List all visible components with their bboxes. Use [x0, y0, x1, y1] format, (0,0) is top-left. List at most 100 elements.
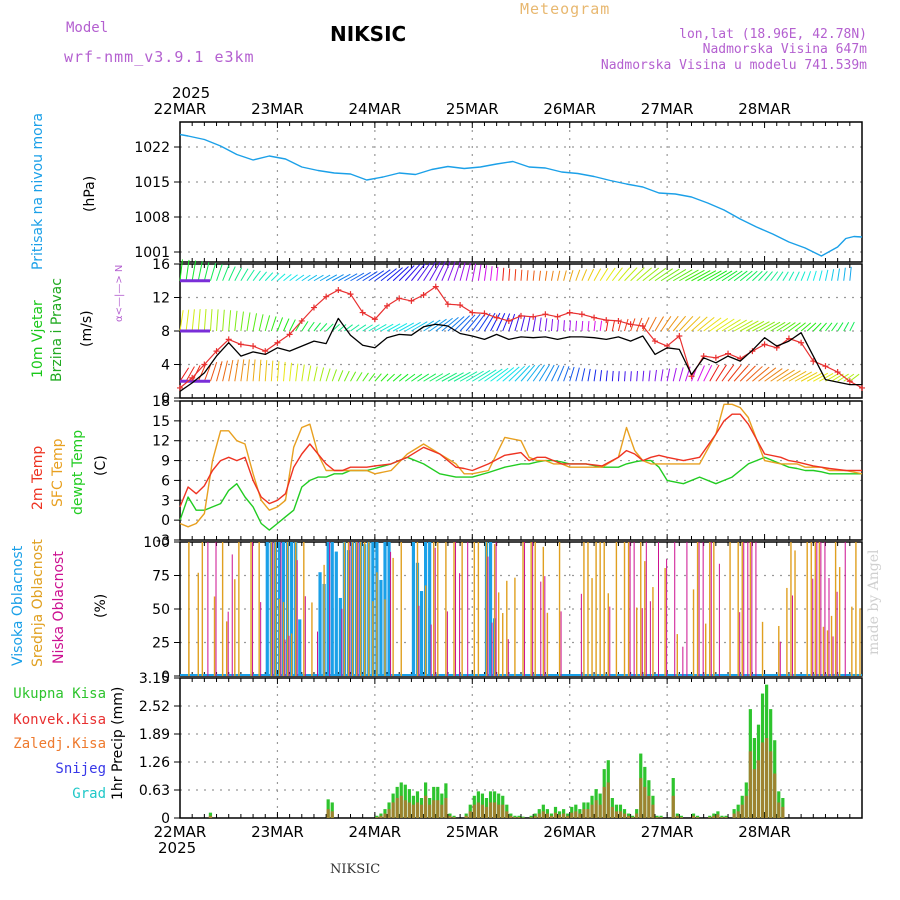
wind-barb [685, 269, 705, 282]
wind-barb [581, 320, 584, 332]
wind-panel: 0 4 8 12 16 [152, 257, 865, 407]
precip-bar-conv [476, 802, 480, 818]
wind-barb [447, 316, 465, 332]
wind-barb [538, 364, 550, 382]
wind-barb [478, 369, 497, 382]
cloud-bar-mid [522, 542, 524, 676]
gust-marker [493, 314, 500, 321]
sfc-temp-line [179, 403, 863, 528]
precip-bar-total [521, 816, 525, 818]
gust-marker [481, 310, 488, 317]
wind-barb [471, 263, 477, 281]
wind-barb [185, 366, 195, 382]
cloud-bar-mid [786, 587, 788, 676]
y-tick-label: -3 [156, 533, 170, 549]
precip-bar-conv [387, 809, 391, 818]
cloud-bar-mid [225, 621, 228, 676]
precip-bar-conv [631, 817, 635, 818]
x-day-label-top: 22MAR [154, 100, 207, 118]
cloud-bar-mid [664, 568, 666, 676]
precip-bar-conv [428, 804, 432, 818]
wind-barb [350, 371, 357, 382]
cloud-bar-mid [372, 601, 374, 676]
precip-bar-total [659, 815, 663, 818]
wind-barb [837, 268, 840, 281]
cloud-bar-mid [834, 542, 837, 676]
wind-barb [593, 268, 602, 281]
wind-barb [617, 371, 620, 382]
wind-barb [812, 270, 817, 281]
cloud-bar-mid [644, 561, 646, 676]
precip-bar-total [570, 806, 574, 818]
wind-barb [453, 315, 471, 332]
wind-barb [800, 271, 806, 281]
wind-barb [179, 310, 184, 332]
gust-marker [286, 331, 293, 338]
cloud-bar-low [532, 542, 534, 676]
cloud-bar-mid [461, 542, 463, 676]
cloud-bar-low [674, 542, 676, 676]
wind-barb [209, 361, 218, 382]
wind-barb [727, 270, 743, 282]
cloud-bar-low [491, 622, 493, 676]
x-day-label-bottom: 25MAR [446, 823, 499, 841]
cloud-bar-mid [347, 542, 350, 676]
gust-marker [566, 309, 573, 316]
wind-barb [788, 271, 795, 281]
wind-barb [618, 267, 631, 282]
precip-bar-conv [773, 773, 777, 818]
precip-bar-conv [626, 815, 631, 818]
cloud-bar-mid [485, 542, 488, 676]
cloud-bar-mid [294, 542, 297, 676]
cloud-bar-mid [603, 542, 605, 676]
precip-bar-conv [517, 817, 521, 818]
cloud-bar-high [338, 597, 342, 676]
wind-barb [344, 273, 358, 282]
cloud-bar-low [828, 578, 830, 676]
precip-bar-total [720, 815, 724, 818]
wind-barb [295, 274, 305, 282]
panel-frame [179, 677, 863, 819]
precip-bar-conv [493, 802, 497, 818]
y-tick-label: 15 [152, 414, 170, 430]
gust-marker [237, 341, 244, 348]
wind-barb [465, 313, 481, 332]
lonlat-label: lon,lat (18.96E, 42.78N) [679, 27, 867, 42]
cloud-bar-mid [477, 542, 480, 676]
cloud-bar-low [544, 576, 546, 676]
wind-barb [380, 268, 397, 282]
wind-barb [386, 267, 403, 282]
gust-marker [846, 378, 853, 385]
cloud-bar-mid [355, 542, 358, 676]
y-tick-label: 0.63 [139, 783, 170, 799]
wind-barb [228, 359, 234, 382]
cloud-bar-mid [376, 572, 378, 676]
y-tick-label: 6 [161, 473, 170, 489]
cloud-bar-mid [453, 542, 455, 676]
cloud-bar-low [682, 646, 684, 676]
cloud-bar-low [836, 591, 838, 676]
wind-barb [721, 270, 738, 282]
wind-barb [264, 272, 274, 282]
wind-barb [313, 366, 318, 382]
gust-marker [578, 311, 585, 318]
cloud-bar-mid [400, 542, 402, 676]
wind-barb [319, 367, 325, 382]
model-label: Model [66, 20, 109, 36]
wind-barb [283, 273, 292, 282]
precip-bar-conv [424, 795, 428, 818]
cloud-bar-mid [652, 587, 654, 676]
wind-barb [283, 361, 286, 382]
cloud-bar-mid [587, 542, 589, 676]
wind-barb [179, 259, 183, 281]
wind-barb [806, 322, 817, 332]
precip-bar-conv [740, 804, 744, 818]
wind-barb [648, 267, 667, 282]
dewpt-line [179, 456, 862, 531]
precip-bar-conv [602, 786, 606, 818]
panel-frame [179, 121, 863, 263]
gust-marker [798, 339, 805, 346]
precip-bar-total [326, 799, 330, 818]
wind-barb [563, 366, 570, 382]
cloud-bar-low [227, 611, 229, 676]
